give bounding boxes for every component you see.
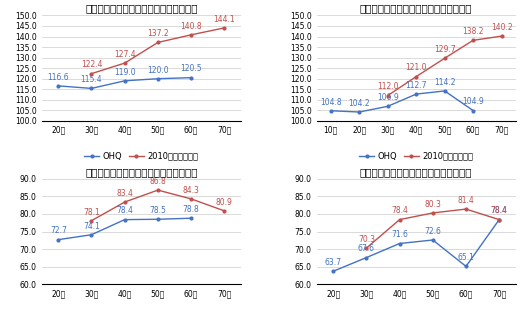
- OHQ: [155, 77, 161, 81]
- 2010年日本人平均: [396, 218, 403, 222]
- Title: 日本人平均と比較（男性・拡張期血圧）: 日本人平均と比較（男性・拡張期血圧）: [85, 167, 197, 177]
- Text: 104.2: 104.2: [349, 99, 370, 108]
- OHQ: [89, 233, 95, 237]
- 2010年日本人平均: [89, 219, 95, 222]
- Line: OHQ: OHQ: [57, 76, 192, 90]
- Text: 114.2: 114.2: [434, 78, 455, 87]
- 2010年日本人平均: [155, 188, 161, 192]
- OHQ: [363, 256, 369, 260]
- Text: 121.0: 121.0: [405, 63, 427, 72]
- OHQ: [188, 76, 194, 79]
- Text: 115.4: 115.4: [81, 75, 102, 84]
- Text: 78.5: 78.5: [150, 206, 166, 215]
- OHQ: [188, 216, 194, 220]
- OHQ: [55, 238, 61, 242]
- Text: 86.8: 86.8: [150, 177, 166, 186]
- 2010年日本人平均: [363, 246, 369, 250]
- Text: 120.5: 120.5: [180, 65, 202, 74]
- 2010年日本人平均: [155, 40, 161, 44]
- Title: 日本人平均と比較（女性・拡張期血圧）: 日本人平均と比較（女性・拡張期血圧）: [360, 167, 473, 177]
- 2010年日本人平均: [221, 209, 227, 213]
- Text: 80.3: 80.3: [424, 200, 441, 209]
- OHQ: [89, 87, 95, 90]
- Text: 67.6: 67.6: [358, 244, 375, 253]
- 2010年日本人平均: [496, 218, 502, 222]
- Text: 74.1: 74.1: [83, 222, 100, 231]
- Text: 104.9: 104.9: [462, 97, 484, 106]
- OHQ: [463, 265, 469, 268]
- OHQ: [356, 110, 363, 114]
- Text: 140.8: 140.8: [180, 22, 202, 31]
- 2010年日本人平均: [384, 94, 391, 97]
- Text: 84.3: 84.3: [183, 186, 200, 195]
- Text: 78.4: 78.4: [491, 206, 507, 215]
- Legend: OHQ, 2010年日本人平均: OHQ, 2010年日本人平均: [81, 148, 202, 164]
- 2010年日本人平均: [221, 26, 227, 30]
- Text: 137.2: 137.2: [147, 29, 169, 38]
- Line: 2010年日本人平均: 2010年日本人平均: [387, 35, 503, 97]
- 2010年日本人平均: [430, 211, 436, 215]
- Text: 78.1: 78.1: [83, 208, 100, 217]
- Text: 78.4: 78.4: [116, 206, 133, 215]
- 2010年日本人平均: [188, 197, 194, 201]
- Text: 72.7: 72.7: [50, 226, 67, 235]
- OHQ: [330, 269, 337, 273]
- Text: 112.7: 112.7: [405, 81, 427, 90]
- Text: 140.2: 140.2: [491, 23, 512, 32]
- Text: 78.4: 78.4: [491, 206, 507, 215]
- 2010年日本人平均: [121, 200, 128, 204]
- Text: 81.4: 81.4: [457, 196, 474, 205]
- Text: 119.0: 119.0: [114, 68, 135, 77]
- 2010年日本人平均: [463, 207, 469, 211]
- 2010年日本人平均: [188, 33, 194, 37]
- Text: 120.0: 120.0: [147, 66, 169, 74]
- Text: 71.6: 71.6: [391, 230, 408, 239]
- OHQ: [55, 84, 61, 88]
- Text: 106.9: 106.9: [377, 93, 399, 102]
- 2010年日本人平均: [441, 57, 448, 60]
- 2010年日本人平均: [499, 34, 505, 38]
- Text: 65.1: 65.1: [457, 253, 475, 262]
- Text: 78.4: 78.4: [391, 206, 408, 215]
- OHQ: [328, 109, 334, 112]
- Text: 104.8: 104.8: [320, 98, 342, 107]
- Text: 70.3: 70.3: [358, 235, 375, 244]
- 2010年日本人平均: [470, 39, 476, 42]
- Text: 72.6: 72.6: [424, 227, 441, 236]
- Line: OHQ: OHQ: [329, 90, 475, 113]
- Title: 日本人平均と比較（男性・収縮期血圧）: 日本人平均と比較（男性・収縮期血圧）: [85, 3, 197, 13]
- Text: 83.4: 83.4: [116, 189, 133, 198]
- Line: OHQ: OHQ: [332, 218, 501, 273]
- OHQ: [121, 79, 128, 83]
- Text: 122.4: 122.4: [81, 61, 102, 70]
- Text: 138.2: 138.2: [462, 27, 484, 36]
- OHQ: [470, 109, 476, 112]
- 2010年日本人平均: [413, 75, 419, 78]
- OHQ: [396, 242, 403, 245]
- Text: 144.1: 144.1: [214, 15, 235, 24]
- Text: 129.7: 129.7: [434, 45, 455, 54]
- OHQ: [441, 89, 448, 93]
- OHQ: [384, 104, 391, 108]
- 2010年日本人平均: [121, 61, 128, 65]
- 2010年日本人平均: [89, 72, 95, 75]
- Legend: OHQ, 2010年日本人平均: OHQ, 2010年日本人平均: [356, 148, 477, 164]
- Text: 63.7: 63.7: [325, 258, 342, 267]
- Title: 日本人平均と比較（女性・収縮期血圧）: 日本人平均と比較（女性・収縮期血圧）: [360, 3, 473, 13]
- Text: 80.9: 80.9: [216, 198, 233, 207]
- OHQ: [121, 218, 128, 222]
- OHQ: [155, 218, 161, 221]
- Text: 78.8: 78.8: [183, 205, 200, 214]
- Line: 2010年日本人平均: 2010年日本人平均: [90, 27, 226, 75]
- OHQ: [413, 92, 419, 96]
- Text: 127.4: 127.4: [114, 50, 135, 59]
- OHQ: [430, 238, 436, 242]
- Line: 2010年日本人平均: 2010年日本人平均: [365, 208, 501, 249]
- OHQ: [496, 218, 502, 222]
- Text: 112.0: 112.0: [377, 83, 399, 91]
- Line: OHQ: OHQ: [57, 217, 192, 241]
- Text: 116.6: 116.6: [47, 73, 69, 82]
- Line: 2010年日本人平均: 2010年日本人平均: [90, 189, 226, 222]
